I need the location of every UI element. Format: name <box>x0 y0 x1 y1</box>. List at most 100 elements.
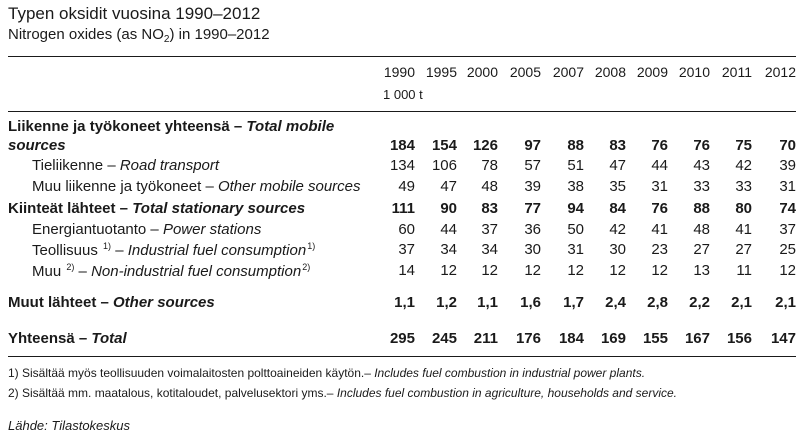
table-cell: 90 <box>440 200 457 217</box>
table-cell: 83 <box>609 137 626 154</box>
table-cell: 34 <box>440 241 457 258</box>
table-cell: 14 <box>398 262 415 279</box>
table-cell: 74 <box>779 200 796 217</box>
subtitle-subscript: 2 <box>163 34 170 45</box>
row-label-fi: Teollisuus <box>32 242 103 259</box>
table-cell: 134 <box>389 157 415 174</box>
table-cell: 12 <box>440 262 457 279</box>
table-cell: 126 <box>472 137 498 154</box>
table-cell: 295 <box>389 330 415 347</box>
row-label: Muu 2) – Non-industrial fuel consumption… <box>32 262 310 280</box>
table-cell: 1,1 <box>394 294 415 311</box>
table-cell: 1,7 <box>563 294 584 311</box>
table-cell: 39 <box>524 178 541 195</box>
table-cell: 37 <box>398 241 415 258</box>
row-label-en: Total mobile <box>246 118 335 135</box>
table-cell: 38 <box>567 178 584 195</box>
row-label-en: Power stations <box>162 221 262 238</box>
table-cell: 80 <box>735 200 752 217</box>
table-cell: 12 <box>481 262 498 279</box>
row-label-fi: Muu liikenne ja työkoneet – <box>32 178 218 195</box>
table-cell: 211 <box>473 330 498 347</box>
row-label: Tieliikenne – Road transport <box>32 157 219 174</box>
table-cell: 147 <box>770 330 796 347</box>
table-cell: 12 <box>524 262 541 279</box>
table-cell: 47 <box>440 178 457 195</box>
unit-label: 1 000 t <box>383 87 423 102</box>
table-cell: 2,2 <box>689 294 710 311</box>
table-cell: 50 <box>567 221 584 238</box>
table-cell: 70 <box>779 137 796 154</box>
year-header-1990: 1990 <box>383 64 415 80</box>
table-cell: 88 <box>567 137 584 154</box>
table-cell: 169 <box>600 330 626 347</box>
row-label-fi: Liikenne ja työkoneet yhteensä – <box>8 118 247 135</box>
table-cell: 76 <box>651 137 668 154</box>
table-subtitle: Nitrogen oxides (as NO2) in 1990–2012 <box>8 26 270 45</box>
row-label: Kiinteät lähteet – Total stationary sour… <box>8 200 305 217</box>
header-rule <box>8 111 796 112</box>
table-cell: 2,1 <box>775 294 796 311</box>
row-label-en: sources <box>8 137 66 154</box>
year-header-2011: 2011 <box>721 64 752 80</box>
table-cell: 39 <box>779 157 796 174</box>
table-cell: 12 <box>567 262 584 279</box>
table-row: Tieliikenne – Road transport 134 106 78 57 51… <box>0 157 804 177</box>
table-row: Yhteensä – Total 295 245 211 176 184 169 155 167… <box>0 330 804 350</box>
table-cell: 37 <box>779 221 796 238</box>
table-cell: 176 <box>515 330 541 347</box>
year-header-2000: 2000 <box>466 64 498 80</box>
table-cell: 51 <box>567 157 584 174</box>
table-cell: 12 <box>779 262 796 279</box>
table-cell: 60 <box>398 221 415 238</box>
row-label-sep: – <box>74 263 92 280</box>
table-cell: 84 <box>609 200 626 217</box>
table-cell: 30 <box>609 241 626 258</box>
table-cell: 11 <box>736 262 752 279</box>
table-cell: 30 <box>524 241 541 258</box>
table-cell: 37 <box>481 221 498 238</box>
footnote-fi: 1) Sisältää myös teollisuuden voimalaito… <box>8 366 375 380</box>
row-label: Teollisuus 1) – Industrial fuel consumpt… <box>32 241 315 259</box>
footnote-en: Includes fuel combustion in industrial p… <box>374 366 646 380</box>
table-row: Muu liikenne ja työkoneet – Other mobile… <box>0 178 804 198</box>
table-cell: 27 <box>693 241 710 258</box>
table-cell: 44 <box>440 221 457 238</box>
footnote: 1) Sisältää myös teollisuuden voimalaito… <box>8 366 645 380</box>
row-label-en: Other sources <box>113 294 215 311</box>
table-cell: 83 <box>481 200 498 217</box>
table-cell: 31 <box>567 241 584 258</box>
row-label-fi: Kiinteät lähteet – <box>8 200 133 217</box>
table-cell: 2,8 <box>647 294 668 311</box>
table-cell: 77 <box>524 200 541 217</box>
table-cell: 184 <box>389 137 415 154</box>
footnote-ref: 2) <box>302 262 311 272</box>
table-cell: 245 <box>431 330 457 347</box>
row-label-sep: – <box>111 242 128 259</box>
table-cell: 1,1 <box>477 294 498 311</box>
row-label: Liikenne ja työkoneet yhteensä – Total m… <box>8 118 334 135</box>
table-cell: 13 <box>693 262 710 279</box>
table-cell: 1,6 <box>520 294 541 311</box>
table-cell: 2,4 <box>605 294 626 311</box>
row-label-en: Other mobile sources <box>217 178 361 195</box>
top-rule <box>8 56 796 57</box>
table-cell: 154 <box>431 137 457 154</box>
row-label-fi: Yhteensä – <box>8 330 92 347</box>
table-row: sources 184 154 126 97 88 83 76 76 75 70 <box>0 137 804 157</box>
bottom-rule <box>8 356 796 357</box>
table-cell: 31 <box>651 178 668 195</box>
table-cell: 44 <box>651 157 668 174</box>
year-header-1995: 1995 <box>425 64 457 80</box>
table-cell: 94 <box>567 200 584 217</box>
table-cell: 76 <box>651 200 668 217</box>
table-cell: 106 <box>431 157 457 174</box>
table-cell: 12 <box>609 262 626 279</box>
table-cell: 36 <box>524 221 541 238</box>
row-label-en: Non-industrial fuel consumption <box>91 263 302 280</box>
table-cell: 41 <box>651 221 668 238</box>
subtitle-text: Nitrogen oxides (as NO <box>8 26 164 43</box>
footnote-ref: 1) <box>307 241 316 251</box>
table-cell: 155 <box>642 330 668 347</box>
table-cell: 27 <box>735 241 752 258</box>
